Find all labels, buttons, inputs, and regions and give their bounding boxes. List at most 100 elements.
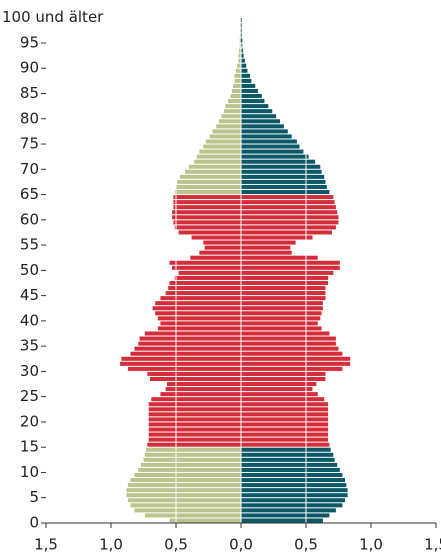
bar [241,73,251,78]
bar [241,240,296,245]
bar [241,144,300,149]
bar [241,179,326,184]
bar [241,23,242,28]
y-tick-label: 90 [20,59,39,77]
bar [241,311,322,316]
bar [231,88,241,93]
bar [241,88,258,93]
y-tick-label: 5 [29,488,39,506]
bar [241,387,313,392]
bar [241,437,329,442]
bar [241,457,335,462]
bar [203,240,241,245]
bar [225,104,241,109]
bar [148,412,241,417]
bar [241,43,243,48]
bar [173,205,241,210]
bar [143,457,241,462]
bar [241,154,309,159]
bar [134,346,241,351]
y-tick-label: 25 [20,387,39,405]
y-tick-label: 40 [20,311,39,329]
bar [240,23,241,28]
bar [199,250,241,255]
bar [146,447,241,452]
bar [241,184,327,190]
bar [241,104,269,109]
bar [241,255,318,260]
bar [241,119,280,124]
bar [148,407,241,412]
bar [230,93,241,99]
bar [241,301,323,306]
bar [241,346,339,351]
bar [185,169,241,174]
y-tick-label: 55 [20,236,39,254]
bar [169,260,241,265]
bar [228,99,241,104]
bar [241,245,291,250]
bar [174,190,241,195]
bar [239,38,241,43]
bar [168,286,241,291]
bar [241,63,247,68]
y-tick-label: 35 [20,337,39,355]
y-tick-label: 0 [29,514,39,532]
bar [240,18,241,23]
bar [121,356,241,361]
bar [203,144,241,149]
bar [147,371,241,376]
bar [126,493,241,498]
bar [241,93,262,99]
bar [241,508,336,513]
bar [173,200,241,205]
y-tick-label: 65 [20,185,39,203]
bar [241,366,343,371]
bar [209,134,241,139]
bar [160,296,241,301]
bar [157,316,241,321]
bar [238,53,241,58]
bar [148,432,241,437]
bar [126,488,241,493]
bar [241,422,329,427]
bar [147,442,241,447]
bar [151,397,241,402]
bar [194,159,241,164]
bar [191,235,241,240]
bar [241,402,329,407]
bar [241,205,336,210]
x-tick-label: 0,5 [164,536,188,554]
bar [241,447,331,452]
bar [241,503,343,508]
y-tick-label: 70 [20,160,39,178]
bar [172,210,241,215]
bar [241,270,334,275]
bar [241,149,304,154]
bar [241,412,329,417]
bar [241,483,347,488]
bar [241,230,332,235]
bar [241,316,321,321]
bar [157,326,241,331]
bar [241,407,329,412]
bar [241,124,284,129]
bar [241,225,336,230]
bar [241,336,336,341]
y-tick-label: 20 [20,412,39,430]
bar [190,255,241,260]
bar [173,220,241,225]
bar [150,376,241,382]
bar [241,513,330,518]
bar [176,184,241,190]
bar [241,432,329,437]
bar [241,397,325,402]
bar [178,230,241,235]
bar [140,462,241,467]
bar [241,33,242,38]
bar [160,392,241,397]
bar [233,83,241,88]
bar [241,38,243,43]
bar [241,134,292,139]
bar [241,472,343,478]
